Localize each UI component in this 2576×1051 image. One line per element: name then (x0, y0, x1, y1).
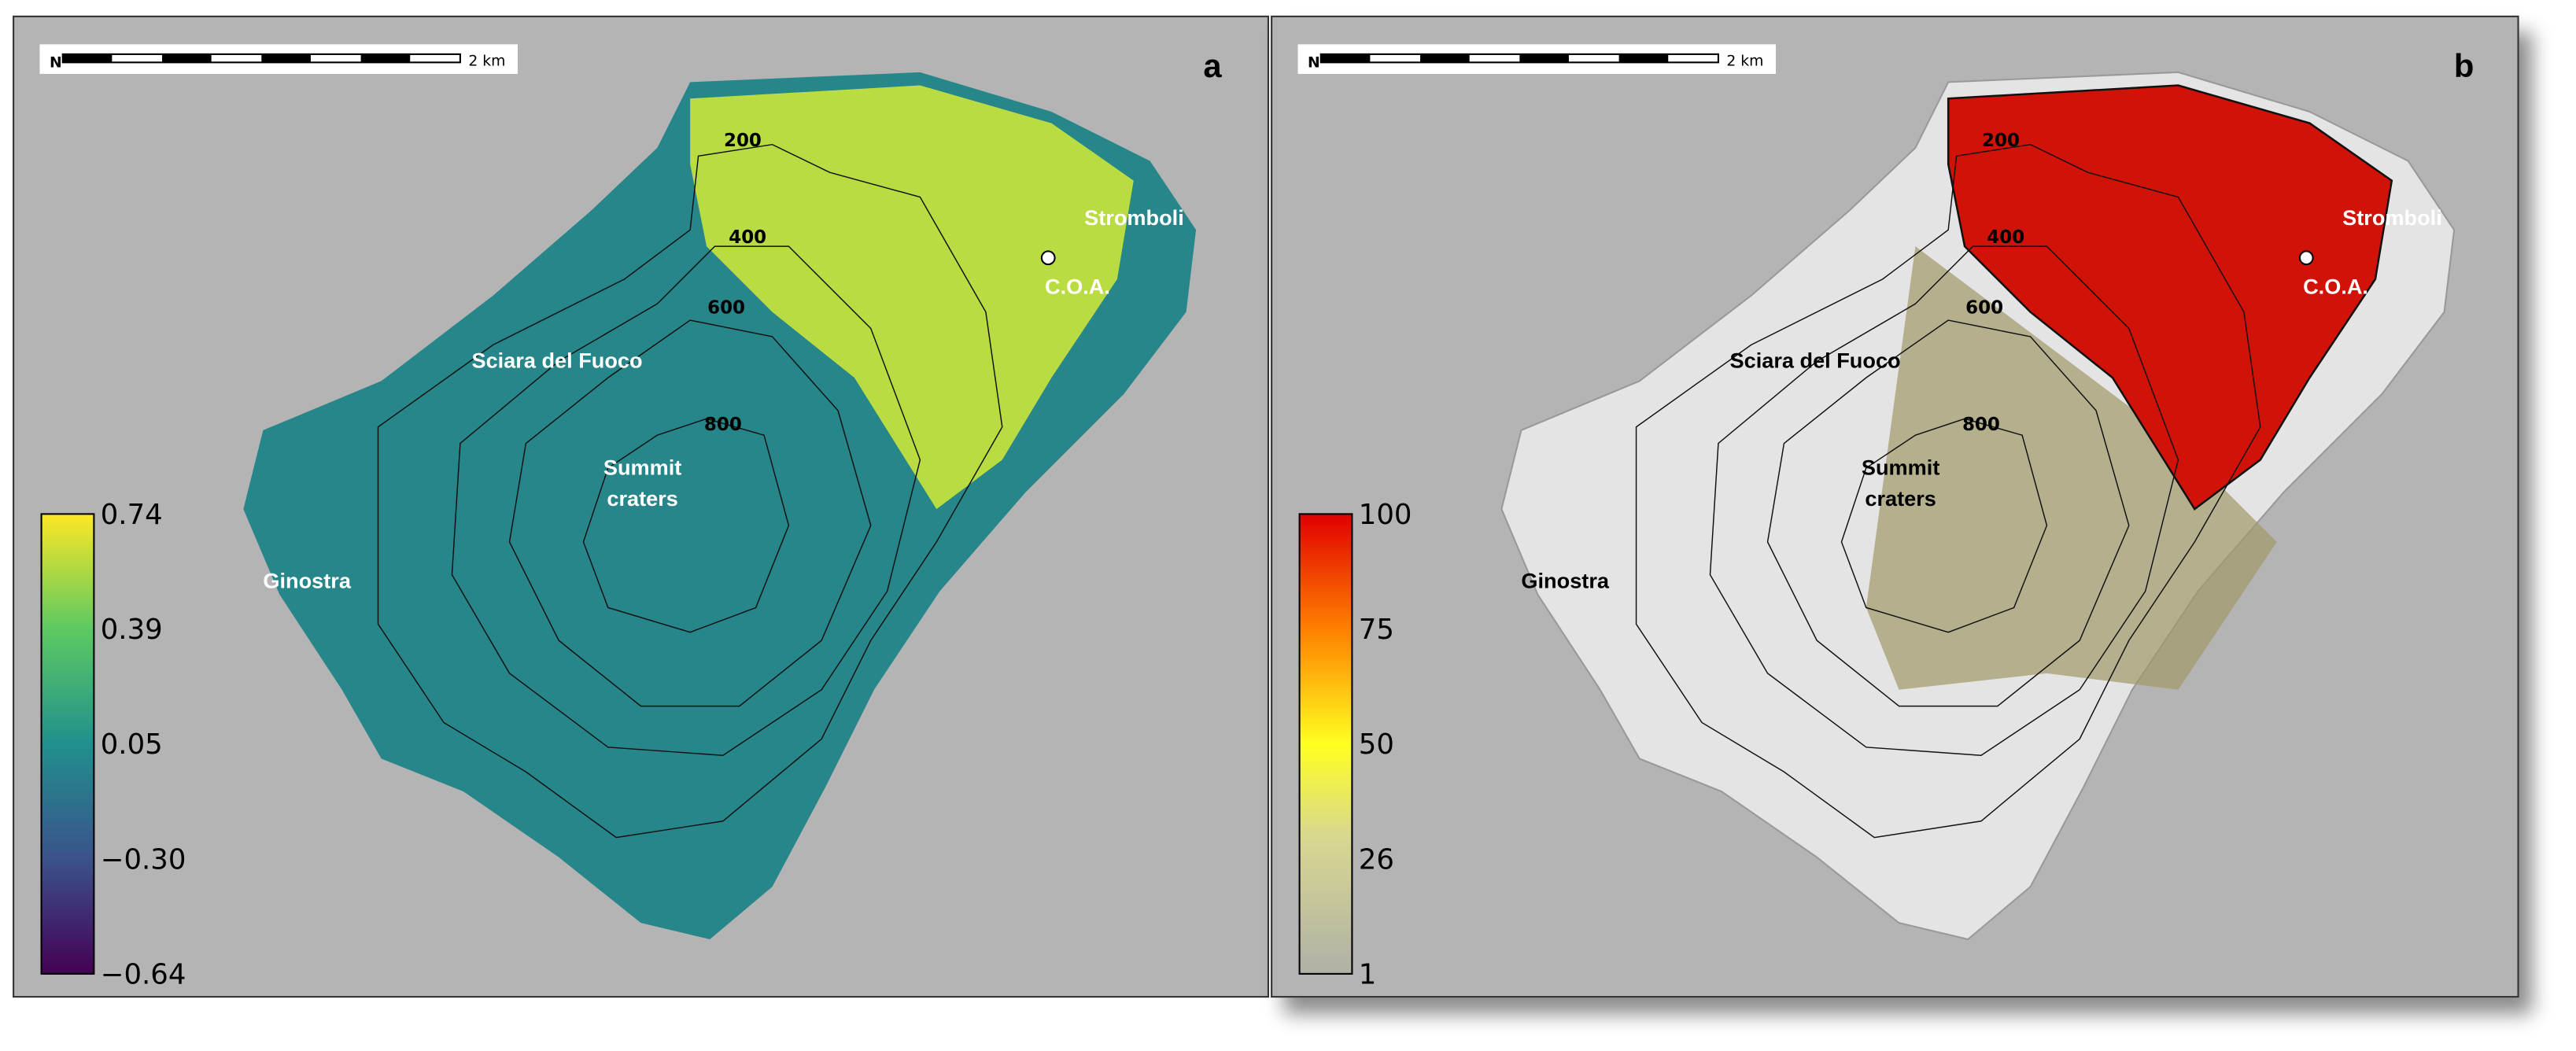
colorbar (40, 513, 95, 975)
colorbar-tick-label: 50 (1359, 728, 1394, 761)
scale-bar-label: 2 km (1726, 53, 1763, 69)
contour (377, 143, 1003, 839)
contour-label: 800 (1962, 415, 2000, 435)
colorbar-tick-label: −0.64 (101, 958, 186, 990)
scale-bar-segment (1618, 53, 1669, 63)
contour (1766, 319, 2130, 707)
place-label: Summit (1862, 455, 1939, 479)
north-arrow: N (1308, 55, 1320, 72)
place-label: Sciara del Fuoco (472, 348, 643, 373)
place-label: Summit (603, 455, 681, 479)
colorbar-tick-label: 0.74 (101, 499, 163, 531)
contour (1635, 143, 2261, 839)
colorbar-tick-label: 1 (1359, 958, 1377, 990)
contour (1709, 245, 2179, 756)
colorbar-tick-label: 0.39 (101, 614, 163, 646)
contour-label: 400 (729, 227, 766, 248)
contour (451, 245, 921, 756)
contour (582, 418, 790, 633)
scale-bar-segment (62, 53, 113, 63)
scale-bar-segment (1420, 53, 1470, 63)
scale-bar-segment (162, 53, 212, 63)
place-label: Stromboli (1084, 205, 1184, 230)
contour (508, 319, 872, 707)
colorbar-tick-label: −0.30 (101, 843, 186, 876)
place-label: C.O.A. (1045, 275, 1110, 299)
deposit-region (1866, 246, 2277, 690)
scale-bar-segment (1519, 53, 1569, 63)
scale-bar-segment (1320, 53, 1371, 63)
scale-bar-segment (360, 53, 411, 63)
colorbar-tick-label: 100 (1359, 499, 1412, 531)
colorbar-tick-label: 26 (1359, 843, 1394, 876)
map-panel: 200 400 600 800 Stromboli C.O.A. Sciara del Fu… (1271, 15, 2519, 998)
colorbar-tick-label: 75 (1359, 614, 1394, 646)
contour-label: 600 (1965, 298, 2003, 319)
place-label: Stromboli (2342, 205, 2442, 230)
scale-bar-segment (261, 53, 311, 63)
high-region (690, 85, 1134, 510)
contour-label: 600 (707, 298, 745, 319)
colorbar (1298, 513, 1353, 975)
scale-bar-label: 2 km (468, 53, 505, 69)
map-panel: 200 400 600 800 Stromboli C.O.A. Sciara del Fu… (13, 15, 1269, 998)
place-label: Sciara del Fuoco (1730, 348, 1901, 373)
place-label: Ginostra (1521, 568, 1609, 592)
panel-label: a (1203, 47, 1222, 84)
place-label: craters (1865, 486, 1936, 511)
panel-label: b (2454, 47, 2475, 84)
north-arrow: N (50, 55, 62, 72)
contour (1840, 418, 2048, 633)
colorbar-tick-label: 0.05 (101, 728, 163, 761)
place-label: C.O.A. (2303, 275, 2368, 299)
contour-label: 400 (1987, 227, 2024, 248)
coa-marker (2298, 250, 2314, 266)
contour-label: 200 (724, 131, 762, 151)
place-label: craters (607, 486, 678, 511)
contour-label: 800 (704, 415, 742, 435)
place-label: Ginostra (263, 568, 351, 592)
contour-label: 200 (1982, 131, 2020, 151)
coa-marker (1040, 250, 1056, 266)
